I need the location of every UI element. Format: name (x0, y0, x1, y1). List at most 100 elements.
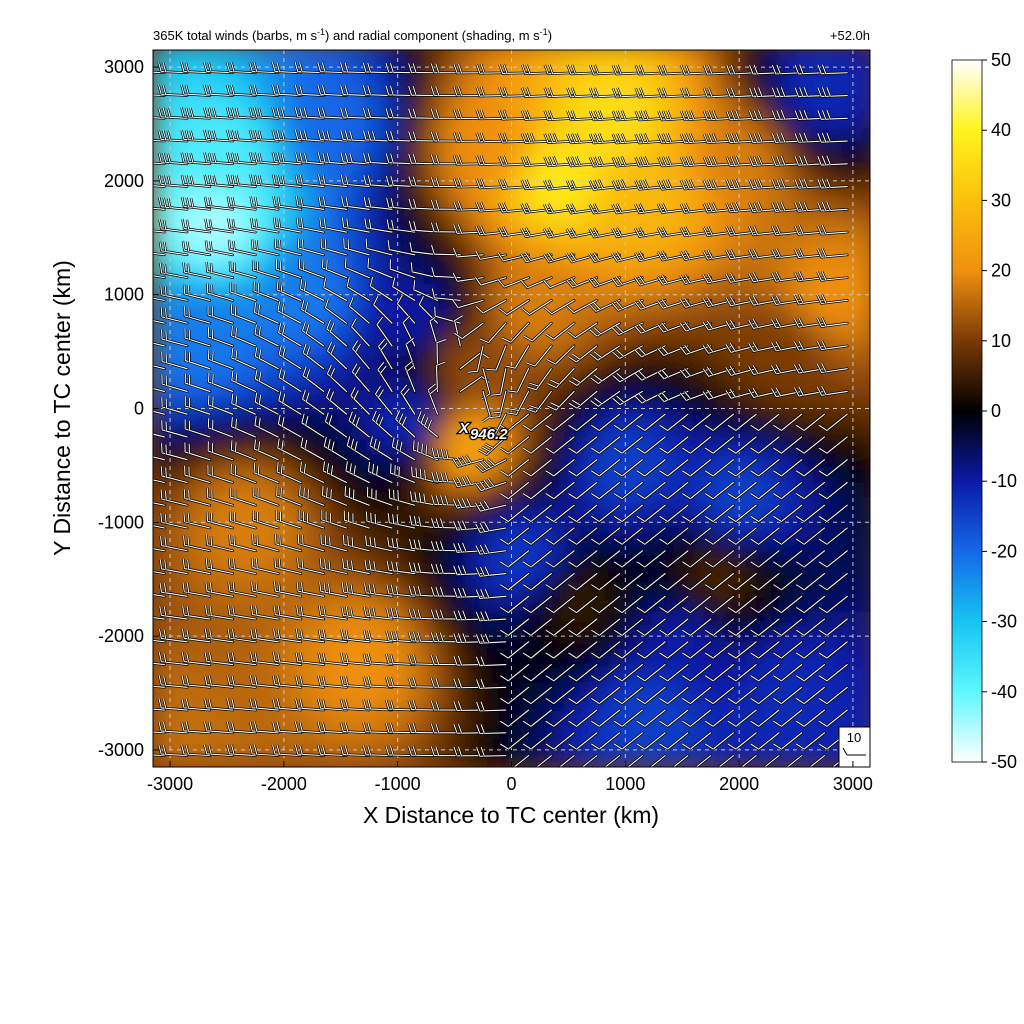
heatmap-cell (494, 50, 510, 57)
wind-barb-feather-outline (136, 198, 138, 207)
heatmap-cell (337, 397, 353, 412)
heatmap-cell (594, 283, 609, 299)
wind-barb-feather-outline (140, 85, 143, 94)
wind-barb-feather (140, 108, 143, 117)
heatmap-cell (778, 55, 794, 71)
heatmap-cell (465, 98, 481, 114)
wind-barb-feather (145, 108, 148, 117)
heatmap-cell (693, 610, 709, 626)
heatmap-cell (522, 141, 538, 156)
heatmap-cell (551, 724, 567, 740)
wind-barb-feather (365, 238, 368, 249)
heatmap-cell (337, 50, 353, 57)
heatmap-cell (394, 638, 410, 654)
heatmap-cell (864, 183, 870, 199)
heatmap-cell (337, 141, 353, 156)
heatmap-cell (238, 482, 254, 498)
heatmap-cell (209, 254, 225, 270)
heatmap-cell (323, 141, 339, 156)
heatmap-cell (195, 667, 211, 683)
heatmap-cell (238, 254, 254, 270)
heatmap-cell (295, 98, 311, 114)
heatmap-cell (508, 283, 524, 299)
heatmap-cell (238, 183, 254, 199)
wind-barb-feather (138, 308, 139, 317)
heatmap-cell (707, 98, 723, 114)
heatmap-cell (551, 482, 567, 498)
heatmap-cell (693, 98, 709, 114)
wind-barb-feather (321, 258, 324, 268)
heatmap-cell (423, 55, 439, 71)
heatmap-cell (864, 283, 870, 299)
heatmap-cell (807, 752, 823, 767)
heatmap-cell (736, 710, 752, 725)
heatmap-cell (323, 596, 339, 612)
heatmap-cell (409, 340, 424, 356)
heatmap-cell (224, 667, 239, 683)
heatmap-cell (409, 311, 424, 327)
wind-barb-feather-outline (143, 377, 144, 386)
heatmap-cell (707, 397, 723, 412)
heatmap-cell (850, 454, 865, 469)
heatmap-cell (366, 98, 382, 114)
heatmap-cell (850, 695, 865, 711)
heatmap-cell (209, 169, 225, 185)
heatmap-cell (594, 681, 609, 697)
heatmap-cell (551, 197, 567, 213)
heatmap-cell (508, 325, 524, 341)
heatmap-cell (750, 596, 766, 612)
wind-barb-feather (141, 198, 143, 207)
wind-barb-feather (207, 372, 210, 382)
heatmap-cell (850, 269, 865, 284)
heatmap-cell (579, 212, 595, 228)
heatmap-cell (722, 141, 737, 156)
heatmap-cell (579, 240, 595, 256)
heatmap-cell (636, 340, 652, 356)
heatmap-cell (608, 596, 624, 612)
heatmap-cell (209, 212, 225, 228)
heatmap-cell (665, 681, 680, 697)
heatmap-cell (850, 311, 865, 327)
heatmap-cell (508, 596, 524, 612)
heatmap-cell (864, 553, 870, 569)
heatmap-cell (807, 439, 823, 455)
heatmap-cell (778, 454, 794, 469)
heatmap-cell (238, 325, 254, 341)
heatmap-cell (551, 98, 567, 114)
heatmap-cell (366, 382, 382, 398)
heatmap-cell (409, 596, 424, 612)
heatmap-cell (835, 482, 851, 498)
heatmap-cell (622, 212, 638, 228)
heatmap-cell (778, 240, 794, 256)
heatmap-cell (153, 50, 168, 57)
heatmap-cell (437, 553, 453, 569)
heatmap-cell (850, 553, 865, 569)
heatmap-cell (380, 710, 396, 725)
heatmap-cell (608, 98, 624, 114)
wind-barb-feather (188, 490, 190, 500)
heatmap-cell (167, 653, 183, 669)
heatmap-cell (764, 425, 780, 441)
heatmap-cell (793, 752, 809, 767)
heatmap-cell (764, 283, 780, 299)
heatmap-cell (636, 596, 652, 612)
heatmap-cell (522, 55, 538, 71)
heatmap-cell (764, 112, 780, 128)
heatmap-cell (423, 553, 439, 569)
heatmap-cell (480, 596, 496, 612)
heatmap-cell (608, 496, 624, 512)
heatmap-cell (380, 382, 396, 398)
heatmap-cell (437, 283, 453, 299)
heatmap-cell (565, 638, 581, 654)
heatmap-cell (480, 269, 496, 284)
heatmap-cell (693, 752, 709, 767)
heatmap-cell (778, 283, 794, 299)
heatmap-cell (864, 254, 870, 270)
heatmap-cell (494, 695, 510, 711)
heatmap-cell (622, 539, 638, 555)
heatmap-cell (650, 50, 666, 57)
heatmap-cell (295, 468, 311, 484)
heatmap-cell (551, 596, 567, 612)
heatmap-cell (807, 610, 823, 626)
heatmap-cell (850, 539, 865, 555)
